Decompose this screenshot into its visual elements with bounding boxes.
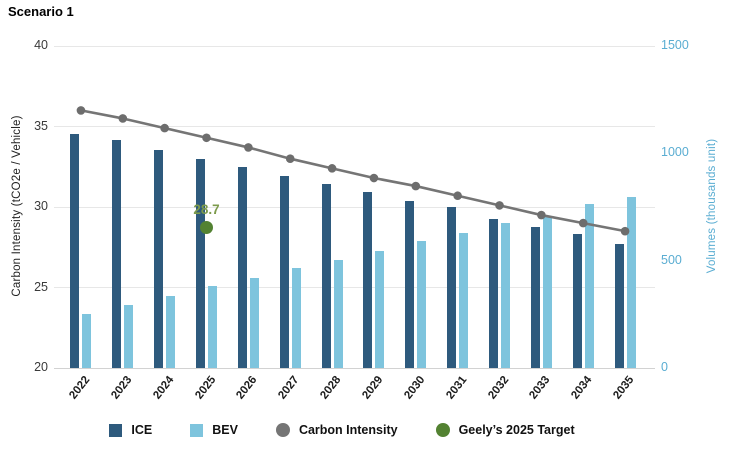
ice-bar-2032 (489, 218, 498, 368)
x-tick-label-2025: 2025 (192, 374, 218, 402)
gridline (54, 367, 655, 369)
chart-title: Scenario 1 (8, 4, 74, 19)
bev-bar-2022 (82, 314, 92, 368)
bev-swatch-icon (190, 423, 204, 437)
legend-label: ICE (131, 423, 153, 437)
carbon-intensity-point-2028 (327, 164, 337, 173)
bev-bar-2034 (584, 203, 594, 368)
gridline (54, 206, 655, 208)
carbon-intensity-point-2035 (620, 226, 630, 236)
left-axis-tick-label: 25 (34, 279, 48, 294)
carbon-intensity-point-2023 (118, 114, 128, 123)
x-tick-label-2023: 2023 (109, 374, 135, 402)
carbon-intensity-point-2024 (160, 123, 169, 133)
ice-swatch-icon (109, 423, 123, 437)
carbon-intensity-point-2022 (76, 106, 86, 115)
bev-bar-2026 (249, 277, 259, 368)
bev-bar-2032 (501, 223, 510, 368)
left-axis-tick-label: 30 (34, 199, 48, 213)
geely-2025-target-point (200, 221, 213, 235)
carbon-intensity-point-2030 (411, 181, 421, 191)
right-axis-tick-label: 1000 (661, 145, 689, 160)
bev-bar-2030 (417, 241, 427, 368)
ice-bar-2028 (321, 184, 331, 368)
ice-bar-2022 (70, 134, 80, 368)
plot-area: 28.7 (54, 45, 655, 369)
bev-bar-2031 (459, 232, 469, 368)
ice-bar-2025 (196, 158, 205, 368)
ice-bar-2031 (447, 207, 457, 368)
left-axis-tick-label: 40 (34, 38, 48, 52)
x-tick-label-2029: 2029 (360, 374, 386, 402)
legend-item-carbon-intensity: Carbon Intensity (275, 423, 398, 437)
legend-label: BEV (212, 423, 238, 437)
x-tick-label-2022: 2022 (67, 374, 93, 402)
ice-bar-2030 (405, 200, 415, 368)
x-tick-label-2033: 2033 (527, 374, 553, 402)
x-tick-label-2026: 2026 (234, 374, 260, 402)
carbon-intensity-swatch-icon (275, 423, 290, 437)
legend-item-bev: BEV (190, 423, 238, 437)
right-axis-tick-label: 0 (661, 360, 668, 374)
right-axis-tick-label: 1500 (661, 38, 689, 52)
ice-bar-2024 (154, 150, 164, 368)
bev-bar-2024 (166, 296, 176, 368)
bev-bar-2033 (542, 216, 552, 368)
x-tick-label-2028: 2028 (318, 374, 344, 402)
ice-bar-2035 (614, 243, 624, 368)
legend: ICE BEV Carbon Intensity Geely’s 2025 Ta… (0, 423, 684, 437)
legend-item-geely-target: Geely’s 2025 Target (435, 423, 575, 437)
carbon-intensity-point-2026 (244, 143, 253, 152)
ice-bar-2029 (363, 191, 373, 368)
right-axis-tick-label: 500 (661, 252, 682, 267)
bev-bar-2028 (333, 259, 343, 368)
legend-item-ice: ICE (109, 423, 152, 437)
legend-label: Geely’s 2025 Target (458, 423, 575, 437)
bev-bar-2023 (124, 304, 134, 368)
carbon-intensity-point-2025 (202, 133, 211, 143)
carbon-intensity-point-2033 (537, 210, 546, 220)
x-tick-label-2034: 2034 (569, 374, 595, 402)
carbon-intensity-point-2029 (369, 173, 379, 183)
gridline (54, 287, 655, 288)
ice-bar-2026 (237, 167, 247, 368)
legend-label: Carbon Intensity (298, 423, 398, 437)
ice-bar-2023 (112, 140, 122, 368)
carbon-intensity-point-2032 (495, 201, 504, 210)
gridline (54, 45, 655, 47)
bev-bar-2035 (626, 197, 636, 368)
x-tick-label-2027: 2027 (276, 374, 302, 402)
carbon-intensity-line (76, 106, 630, 236)
right-axis-title: Volumes (thousands unit) (706, 138, 718, 274)
gridline (54, 126, 655, 127)
ice-bar-2027 (279, 175, 289, 368)
ice-bar-2033 (530, 227, 540, 368)
geely-target-swatch-icon (435, 423, 450, 437)
x-tick-label-2035: 2035 (611, 374, 637, 402)
left-axis-tick-label: 35 (34, 118, 48, 133)
x-tick-label-2032: 2032 (485, 374, 511, 402)
carbon-intensity-point-2034 (578, 218, 588, 228)
x-tick-label-2031: 2031 (443, 374, 470, 402)
left-axis-tick-label: 20 (34, 360, 48, 374)
bev-bar-2029 (375, 251, 385, 368)
carbon-intensity-point-2027 (285, 154, 295, 163)
bev-bar-2027 (291, 268, 301, 368)
x-tick-label-2030: 2030 (402, 374, 428, 402)
x-tick-label-2024: 2024 (150, 374, 177, 402)
ice-bar-2034 (572, 233, 582, 368)
target-value-label: 28.7 (193, 201, 220, 217)
carbon-intensity-point-2031 (453, 191, 462, 201)
bev-bar-2025 (208, 286, 217, 368)
